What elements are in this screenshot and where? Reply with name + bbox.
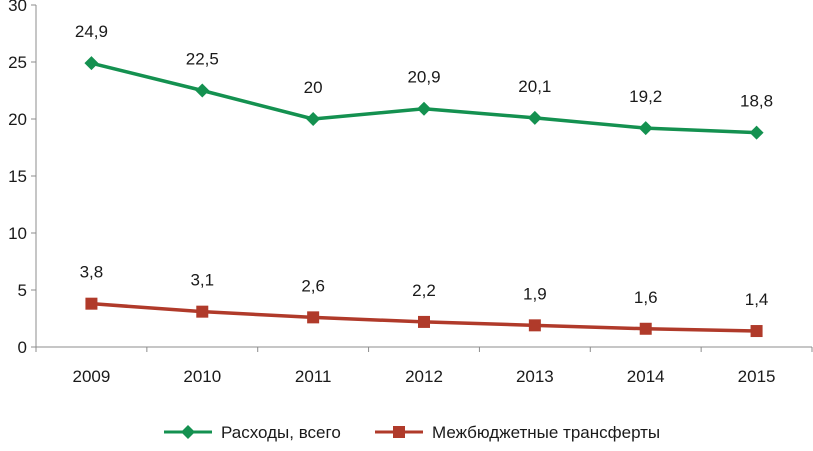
series-2 [85, 297, 763, 338]
x-tick-label: 2014 [627, 367, 665, 386]
x-tick-label: 2009 [73, 367, 111, 386]
diamond-point [749, 125, 764, 140]
data-label: 3,1 [190, 271, 214, 290]
y-tick-label: 0 [18, 338, 27, 357]
x-tick-label: 2011 [295, 367, 332, 386]
data-label: 1,4 [745, 290, 769, 309]
data-label: 20,1 [518, 77, 551, 96]
legend-item: Межбюджетные трансферты [375, 423, 660, 442]
y-tick-label: 10 [8, 224, 27, 243]
square-point [85, 297, 98, 310]
y-tick-label: 30 [8, 0, 27, 15]
diamond-point [638, 121, 653, 136]
y-tick-label: 25 [8, 53, 27, 72]
square-point [750, 325, 763, 338]
data-label: 24,9 [75, 22, 108, 41]
series-1 [84, 56, 764, 140]
series-layer [84, 56, 764, 338]
diamond-point [527, 110, 542, 125]
data-label: 2,6 [301, 276, 325, 295]
x-tick-label: 2010 [183, 367, 221, 386]
y-tick-label: 20 [8, 110, 27, 129]
x-tick-label: 2015 [738, 367, 776, 386]
data-label: 22,5 [186, 50, 219, 69]
data-label: 18,8 [740, 92, 773, 111]
x-tick-label: 2013 [516, 367, 554, 386]
diamond-point [417, 101, 431, 116]
diamond-point [84, 56, 99, 71]
legend-label: Расходы, всего [221, 423, 341, 442]
data-label: 1,9 [523, 284, 547, 303]
legend-item: Расходы, всего [164, 423, 341, 442]
data-label: 3,8 [80, 263, 104, 282]
x-tick-label: 2012 [405, 367, 443, 386]
data-labels: 24,9 22,5 20 20,9 20,1 19,2 18,8 3,8 3,1 2,6 2,2 1,… [75, 22, 773, 309]
square-point [639, 322, 652, 335]
square-point [307, 311, 320, 324]
diamond-point [306, 112, 321, 126]
legend-diamond-icon [181, 425, 195, 439]
diamond-point [195, 83, 210, 98]
axes: 0 5 10 15 20 25 30 2009 2010 2011 2012 2013 2014 2015 [8, 0, 813, 386]
square-point [196, 305, 209, 318]
data-label: 19,2 [629, 87, 662, 106]
y-tick-label: 15 [8, 167, 27, 186]
y-tick-label: 5 [18, 281, 27, 300]
square-point [418, 315, 430, 328]
square-point [528, 319, 541, 332]
data-label: 20,9 [407, 68, 440, 87]
legend: Расходы, всего Межбюджетные трансферты [164, 423, 660, 442]
data-label: 20 [304, 78, 323, 97]
data-label: 2,2 [412, 281, 436, 300]
legend-square-icon [393, 426, 405, 438]
data-label: 1,6 [634, 288, 658, 307]
legend-label: Межбюджетные трансферты [432, 423, 660, 442]
